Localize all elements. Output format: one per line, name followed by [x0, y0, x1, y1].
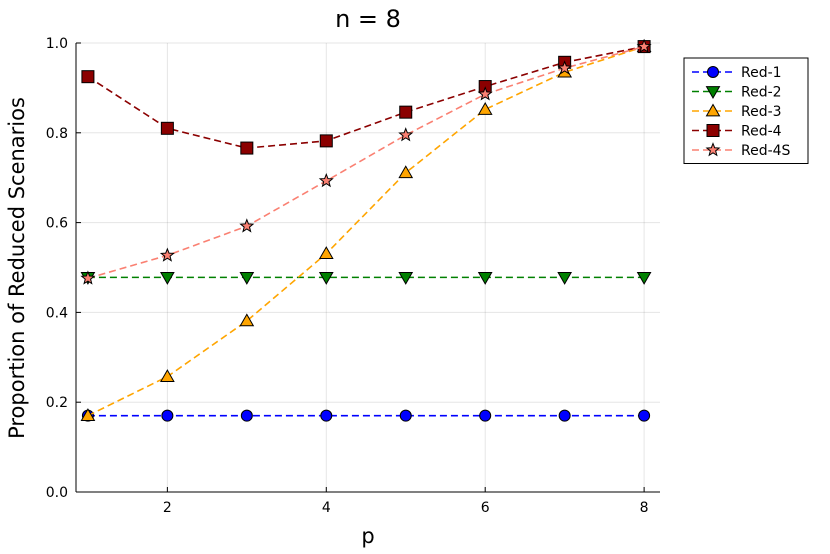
- legend-marker-red-2: [705, 86, 721, 100]
- data-point-red-2: [477, 272, 493, 285]
- x-tick-label: 6: [481, 500, 490, 516]
- legend: Red-1 Red-2 Red-3 Red-4 Red-4S: [683, 57, 809, 164]
- data-point-red-1: [320, 409, 333, 422]
- data-point-red-3: [398, 165, 414, 179]
- data-point-red-3: [318, 246, 334, 259]
- data-point-red-4s: [159, 247, 175, 262]
- y-tick-label: 0.8: [46, 126, 68, 142]
- data-point-red-4s: [477, 86, 493, 101]
- data-point-red-4: [81, 70, 95, 84]
- data-point-red-4s: [80, 270, 96, 285]
- series-line-red-4: [87, 45, 645, 149]
- x-axis-label: p: [361, 524, 374, 548]
- data-point-red-4s: [398, 127, 414, 142]
- series-line-red-3: [87, 45, 645, 417]
- ticks: 2 4 6 8 0.0 0.2 0.4 0.6 0.8 1.0: [46, 36, 649, 516]
- legend-label-red-4s: Red-4S: [741, 143, 791, 159]
- y-tick-label: 0.0: [46, 485, 68, 501]
- data-point-red-2: [318, 272, 334, 285]
- series-line-red-4s: [87, 45, 645, 280]
- x-tick-label: 8: [640, 500, 649, 516]
- data-point-red-3: [80, 408, 96, 422]
- y-tick-label: 0.6: [46, 216, 68, 232]
- data-point-red-4: [399, 105, 413, 119]
- legend-marker-red-4s: [705, 142, 721, 157]
- data-point-red-4: [160, 121, 174, 135]
- x-tick-label: 4: [322, 500, 331, 516]
- y-tick-label: 1.0: [46, 36, 68, 52]
- data-point-red-2: [239, 272, 255, 285]
- legend-label-red-3: Red-3: [741, 104, 782, 120]
- legend-marker-red-1: [707, 66, 719, 78]
- x-tick-label: 2: [163, 500, 172, 516]
- data-point-red-4: [319, 134, 333, 148]
- series: [80, 38, 652, 422]
- data-point-red-3: [239, 313, 255, 327]
- chart-title: n = 8: [335, 5, 401, 33]
- y-tick-label: 0.4: [46, 305, 68, 321]
- data-point-red-1: [161, 409, 174, 422]
- data-point-red-1: [638, 409, 651, 422]
- data-point-red-2: [636, 272, 652, 285]
- data-point-red-4s: [636, 38, 652, 53]
- data-point-red-3: [477, 101, 493, 115]
- legend-label-red-1: Red-1: [741, 65, 782, 81]
- grid: [76, 42, 660, 493]
- axes: [75, 43, 660, 493]
- data-point-red-4: [240, 141, 254, 155]
- data-point-red-3: [160, 369, 175, 382]
- legend-marker-red-4: [706, 124, 720, 137]
- data-point-red-2: [160, 272, 175, 285]
- y-tick-label: 0.2: [46, 395, 68, 411]
- data-point-red-1: [558, 409, 571, 422]
- data-point-red-4s: [318, 172, 334, 188]
- data-point-red-2: [398, 272, 414, 285]
- data-point-red-4s: [557, 60, 573, 75]
- data-point-red-1: [399, 409, 412, 422]
- legend-label-red-4: Red-4: [741, 124, 782, 140]
- legend-marker-red-3: [705, 103, 721, 117]
- data-point-red-4s: [239, 218, 255, 233]
- legend-label-red-2: Red-2: [741, 85, 782, 101]
- y-axis-label: Proportion of Reduced Scenarios: [5, 97, 29, 439]
- data-point-red-1: [479, 409, 492, 422]
- data-point-red-1: [240, 409, 253, 422]
- data-point-red-2: [557, 272, 573, 285]
